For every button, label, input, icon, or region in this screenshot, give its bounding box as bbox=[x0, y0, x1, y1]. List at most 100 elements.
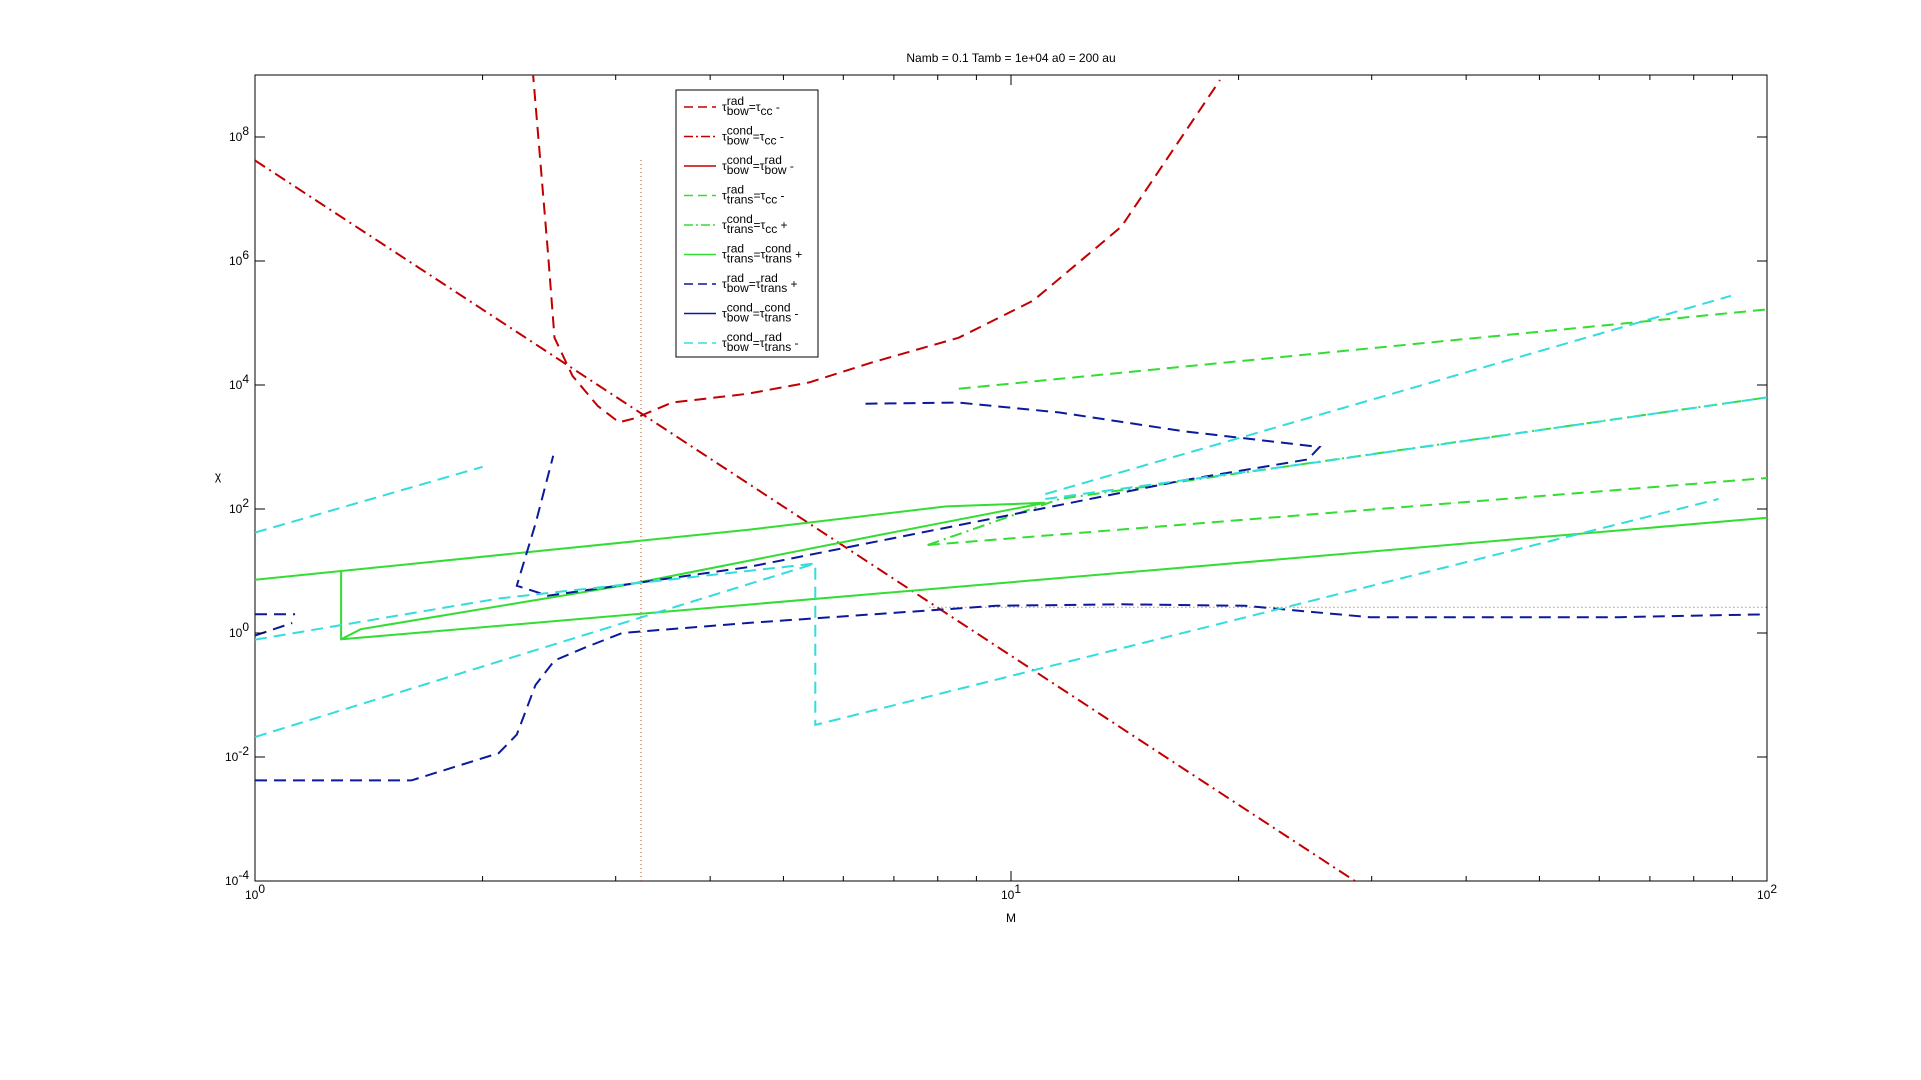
legend-label-sup: rad bbox=[765, 330, 782, 344]
legend-label: - bbox=[777, 130, 784, 144]
series-line bbox=[927, 308, 1767, 546]
legend-label: =τ bbox=[753, 218, 765, 232]
tick-label-base: 10 bbox=[229, 130, 243, 144]
tick-label-exponent: 1 bbox=[1014, 882, 1021, 896]
tick-label-base: 10 bbox=[1757, 888, 1771, 902]
plot-area bbox=[254, 74, 1768, 882]
tick-label-base: 10 bbox=[229, 626, 243, 640]
legend-label-sub: trans bbox=[765, 340, 792, 354]
legend-label: - bbox=[787, 159, 794, 173]
legend-label-sub: bow bbox=[727, 281, 749, 295]
legend-label: + bbox=[787, 277, 797, 291]
legend-label-sup: cond bbox=[727, 330, 753, 344]
tick-label: 10 0 bbox=[229, 620, 249, 640]
tick-label: 10 1 bbox=[1001, 882, 1021, 902]
legend-label: τ bbox=[722, 159, 727, 173]
tick-label-base: 10 bbox=[229, 502, 243, 516]
legend-label: =τ bbox=[753, 336, 765, 350]
lines bbox=[255, 75, 1767, 881]
legend-label-sub: bow bbox=[727, 163, 749, 177]
legend-label-sub: trans bbox=[727, 222, 754, 236]
tick-label-base: 10 bbox=[245, 888, 259, 902]
series-line bbox=[532, 75, 1221, 424]
legend-label: τ bbox=[722, 336, 727, 350]
tick-label-exponent: 4 bbox=[242, 372, 249, 386]
series-line bbox=[255, 294, 1767, 738]
legend-box bbox=[675, 89, 819, 358]
legend-label-sub: trans bbox=[765, 252, 792, 266]
tick-label: 10 4 bbox=[229, 372, 249, 392]
legend-label: =τ bbox=[749, 100, 761, 114]
legend-label-sub: trans bbox=[765, 311, 792, 325]
legend-label-sub: trans bbox=[727, 193, 754, 207]
legend-label-sup: rad bbox=[727, 271, 744, 285]
tick-label: 10 8 bbox=[229, 124, 249, 144]
tick-label-exponent: 2 bbox=[242, 496, 249, 510]
legend-label-sub: bow bbox=[727, 311, 749, 325]
tick-label-exponent: 8 bbox=[242, 124, 249, 138]
legend-label: =τ bbox=[753, 189, 765, 203]
legend-label-sub: bow bbox=[727, 104, 749, 118]
tick-label: 10 2 bbox=[229, 496, 249, 516]
tick-label-exponent: 2 bbox=[1770, 882, 1777, 896]
legend-label: + bbox=[777, 218, 787, 232]
series-line bbox=[255, 159, 1356, 881]
chart-title: Namb = 0.1 Tamb = 1e+04 a0 = 200 au bbox=[906, 51, 1115, 65]
legend-label-sub: cc bbox=[765, 193, 777, 207]
legend-label-sup: cond bbox=[727, 212, 753, 226]
legend-label-sub: bow bbox=[765, 163, 787, 177]
legend-label: τ bbox=[722, 189, 727, 203]
legend-label: - bbox=[791, 336, 798, 350]
legend-label-sub: bow bbox=[727, 134, 749, 148]
legend-label-sub: trans bbox=[761, 281, 788, 295]
legend-label: - bbox=[777, 189, 784, 203]
legend-label-sup: cond bbox=[727, 301, 753, 315]
legend-label-sub: bow bbox=[727, 340, 749, 354]
tick-label-exponent: 6 bbox=[242, 248, 249, 262]
legend-label-sub: cc bbox=[765, 222, 777, 236]
legend-label: τ bbox=[722, 218, 727, 232]
tick-label-base: 10 bbox=[225, 874, 239, 888]
legend-label-sup: rad bbox=[761, 271, 778, 285]
legend-label: - bbox=[791, 307, 798, 321]
legend-label: =τ bbox=[753, 130, 765, 144]
tick-label-base: 10 bbox=[1001, 888, 1015, 902]
legend-label: τ bbox=[722, 130, 727, 144]
legend-label: + bbox=[792, 248, 802, 262]
legend-label-sup: cond bbox=[765, 242, 791, 256]
tick-label: 10 6 bbox=[229, 248, 249, 268]
legend-label: =τ bbox=[753, 159, 765, 173]
tick-label-base: 10 bbox=[225, 750, 239, 764]
legend-label-sub: trans bbox=[727, 252, 754, 266]
x-axis-label: M bbox=[1006, 911, 1016, 925]
legend-label-sub: cc bbox=[765, 134, 777, 148]
legend-label-sup: rad bbox=[727, 242, 744, 256]
legend-label: =τ bbox=[753, 248, 765, 262]
legend-label: τ bbox=[722, 248, 727, 262]
legend-label: τ bbox=[722, 100, 727, 114]
legend-label: =τ bbox=[749, 277, 761, 291]
tick-label-exponent: -2 bbox=[238, 744, 249, 758]
tick-label: 10 -4 bbox=[225, 868, 249, 888]
tick-label-exponent: 0 bbox=[242, 620, 249, 634]
tick-label-exponent: 0 bbox=[258, 882, 265, 896]
legend-label-sup: rad bbox=[765, 153, 782, 167]
legend-label: - bbox=[773, 100, 780, 114]
legend-label: τ bbox=[722, 307, 727, 321]
legend-label-sub: cc bbox=[761, 104, 773, 118]
legend-label-sup: rad bbox=[727, 94, 744, 108]
legend-label: τ bbox=[722, 277, 727, 291]
legend-label-sup: cond bbox=[727, 153, 753, 167]
tick-label-exponent: -4 bbox=[238, 868, 249, 882]
legend-label-sup: cond bbox=[765, 301, 791, 315]
legend-label-sup: rad bbox=[727, 183, 744, 197]
tick-label: 10 0 bbox=[245, 882, 265, 902]
tick-label: 10 -2 bbox=[225, 744, 249, 764]
legend-label-sup: cond bbox=[727, 124, 753, 138]
tick-label: 10 2 bbox=[1757, 882, 1777, 902]
ticks: 10 0 10 1 10 210 -410 -210 010 210 410 610 8 bbox=[225, 75, 1777, 902]
series-line bbox=[255, 501, 1767, 641]
tick-label-base: 10 bbox=[229, 254, 243, 268]
